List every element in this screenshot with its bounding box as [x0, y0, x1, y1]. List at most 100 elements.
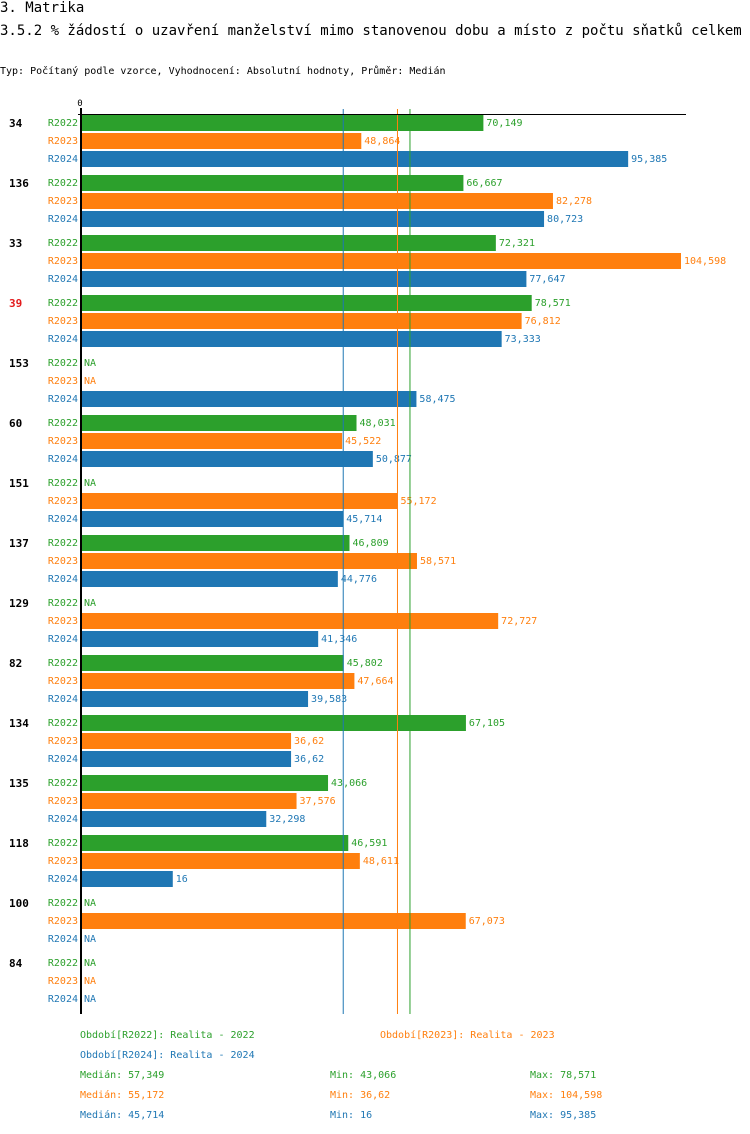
- series-label: R2022: [48, 838, 78, 849]
- legend-max-r2024: Max: 95,385: [530, 1110, 597, 1121]
- data-label: 44,776: [341, 574, 377, 585]
- series-label: R2024: [48, 574, 78, 585]
- na-label: NA: [84, 958, 96, 969]
- data-label: 50,877: [376, 454, 412, 465]
- series-label: R2023: [48, 316, 78, 327]
- bar: [81, 535, 350, 551]
- data-label: 67,073: [469, 916, 505, 927]
- series-label: R2023: [48, 736, 78, 747]
- series-label: R2022: [48, 658, 78, 669]
- bar: [81, 433, 343, 449]
- data-label: 70,149: [486, 118, 522, 129]
- legend-period-r2023: Období[R2023]: Realita - 2023: [380, 1030, 555, 1041]
- bar: [81, 715, 466, 731]
- series-label: R2023: [48, 676, 78, 687]
- na-label: NA: [84, 994, 96, 1005]
- bar: [81, 295, 532, 311]
- bar: [81, 613, 499, 629]
- data-label: 46,809: [353, 538, 389, 549]
- data-label: 45,522: [345, 436, 381, 447]
- legend-max-r2023: Max: 104,598: [530, 1090, 603, 1101]
- data-label: 41,346: [321, 634, 357, 645]
- na-label: NA: [84, 934, 96, 945]
- bar: [81, 571, 338, 587]
- bar: [81, 253, 681, 269]
- chart-title: 3.5.2 % žádostí o uzavření manželství mi…: [0, 23, 742, 39]
- category-label: 34: [9, 117, 23, 130]
- bar: [81, 673, 355, 689]
- bar: [81, 313, 522, 329]
- bar: [81, 391, 417, 407]
- bar: [81, 493, 398, 509]
- series-label: R2022: [48, 358, 78, 369]
- data-label: 39,583: [311, 694, 347, 705]
- series-label: R2022: [48, 538, 78, 549]
- bar: [81, 553, 417, 569]
- series-label: R2022: [48, 478, 78, 489]
- series-label: R2022: [48, 958, 78, 969]
- bar: [81, 235, 496, 251]
- series-label: R2023: [48, 496, 78, 507]
- bar: [81, 871, 173, 887]
- category-label: 39: [9, 297, 22, 310]
- section-heading: 3. Matrika: [0, 0, 85, 16]
- bar: [81, 631, 319, 647]
- na-label: NA: [84, 358, 96, 369]
- data-label: 47,664: [357, 676, 393, 687]
- data-label: 45,714: [346, 514, 382, 525]
- series-label: R2024: [48, 514, 78, 525]
- series-label: R2023: [48, 556, 78, 567]
- data-label: 82,278: [556, 196, 592, 207]
- na-label: NA: [84, 478, 96, 489]
- data-label: 37,576: [300, 796, 336, 807]
- bar-chart: 34 R2022 70,149 R2023 48,864 R2024 95,385 136 R2…: [9, 99, 726, 1014]
- legend-median-r2024: Medián: 45,714: [80, 1110, 165, 1121]
- category-label: 153: [9, 357, 29, 370]
- data-label: 77,647: [529, 274, 565, 285]
- series-label: R2022: [48, 418, 78, 429]
- category-label: 100: [9, 897, 29, 910]
- bar: [81, 415, 357, 431]
- series-label: R2023: [48, 256, 78, 267]
- series-label: R2023: [48, 976, 78, 987]
- data-label: 48,864: [364, 136, 400, 147]
- series-label: R2022: [48, 598, 78, 609]
- series-label: R2024: [48, 694, 78, 705]
- data-label: 58,475: [419, 394, 455, 405]
- series-label: R2022: [48, 718, 78, 729]
- bar: [81, 733, 292, 749]
- na-label: NA: [84, 376, 96, 387]
- bar: [81, 211, 545, 227]
- bar: [81, 913, 466, 929]
- na-label: NA: [84, 898, 96, 909]
- series-label: R2022: [48, 778, 78, 789]
- data-label: 36,62: [294, 754, 324, 765]
- data-label: 32,298: [269, 814, 305, 825]
- bar: [81, 691, 309, 707]
- series-label: R2022: [48, 898, 78, 909]
- series-label: R2024: [48, 814, 78, 825]
- data-label: 76,812: [525, 316, 561, 327]
- series-label: R2022: [48, 118, 78, 129]
- data-label: 45,802: [347, 658, 383, 669]
- series-label: R2024: [48, 274, 78, 285]
- legend-median-r2022: Medián: 57,349: [80, 1070, 165, 1081]
- category-label: 151: [9, 477, 29, 490]
- bar: [81, 193, 553, 209]
- series-label: R2023: [48, 916, 78, 927]
- data-label: 55,172: [400, 496, 436, 507]
- category-label: 134: [9, 717, 29, 730]
- series-label: R2023: [48, 196, 78, 207]
- legend-period-r2024: Období[R2024]: Realita - 2024: [80, 1050, 255, 1061]
- data-label: 104,598: [684, 256, 726, 267]
- data-label: 72,321: [499, 238, 535, 249]
- na-label: NA: [84, 976, 96, 987]
- data-label: 66,667: [466, 178, 502, 189]
- series-label: R2023: [48, 376, 78, 387]
- na-label: NA: [84, 598, 96, 609]
- series-label: R2023: [48, 856, 78, 867]
- bar: [81, 853, 360, 869]
- category-label: 135: [9, 777, 29, 790]
- series-label: R2022: [48, 238, 78, 249]
- category-label: 137: [9, 537, 29, 550]
